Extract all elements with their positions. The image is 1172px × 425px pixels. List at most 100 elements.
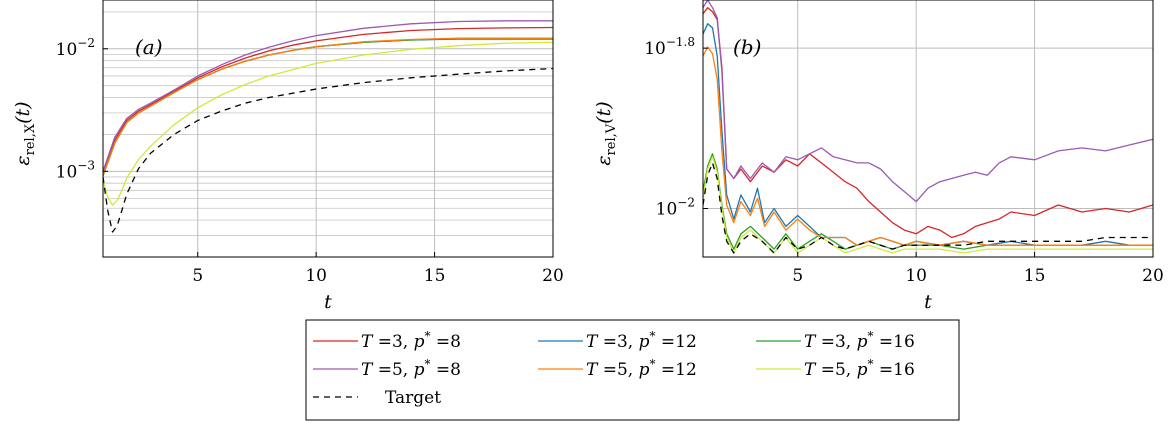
y-axis-label-tail: (t) — [593, 101, 615, 123]
y-axis-label: εrel,X(t) — [12, 101, 38, 165]
legend-label: T =5, p* =8 — [361, 357, 461, 380]
legend-label-star: * — [868, 357, 874, 371]
legend-item: T =3, p* =16 — [756, 329, 915, 352]
legend-label-star: * — [650, 357, 656, 371]
x-tick-label: 10 — [905, 266, 927, 286]
plot-frame — [102, 0, 554, 258]
legend-label-eq: =3, — [372, 332, 413, 352]
y-tick-label-exponent: −2 — [677, 196, 695, 210]
legend-label-pvar: p — [857, 360, 868, 380]
legend-label-pvar: p — [639, 360, 650, 380]
y-tick-label-exponent: −1.8 — [666, 35, 695, 49]
legend-label-pvar: p — [414, 332, 425, 352]
legend-label-value: =8 — [431, 360, 461, 380]
panel-label: (a) — [135, 35, 163, 59]
series-line-target — [703, 162, 1153, 254]
series-line-t-5-p-16 — [703, 156, 1153, 254]
x-axis-label: t — [924, 291, 932, 313]
x-tick-label: 20 — [1142, 266, 1164, 286]
y-tick-label: 10−1.8 — [644, 35, 695, 59]
legend-label-var: T — [361, 360, 374, 380]
y-tick-label-base: 10 — [56, 40, 78, 60]
legend-label-var: T — [361, 332, 374, 352]
series-line-t-5-p-8 — [103, 20, 553, 172]
legend-item: T =3, p* =12 — [538, 329, 697, 352]
legend-label-value: =12 — [656, 332, 697, 352]
y-tick-label-base: 10 — [644, 39, 666, 59]
legend-item: Target — [313, 388, 441, 408]
legend-label-eq: =5, — [597, 360, 638, 380]
legend-label: T =3, p* =8 — [361, 329, 461, 352]
y-axis-label-main: ε — [593, 155, 615, 165]
legend-label: T =3, p* =12 — [586, 329, 697, 352]
y-axis-label-subscript: rel,V — [604, 123, 619, 155]
legend-label-eq: =3, — [815, 332, 856, 352]
legend-label-star: * — [650, 329, 656, 343]
legend-label-star: * — [868, 329, 874, 343]
series-line-t-3-p-8 — [103, 26, 553, 175]
legend-item: T =3, p* =8 — [313, 329, 461, 352]
x-tick-label: 20 — [542, 266, 564, 286]
series-line-t-3-p-8 — [703, 7, 1153, 239]
x-tick-label: 15 — [424, 266, 446, 286]
legend-label: T =5, p* =12 — [586, 357, 697, 380]
legend-label-text: Target — [385, 388, 441, 408]
y-tick-label-base: 10 — [56, 162, 78, 182]
series-line-t-5-p-8 — [703, 0, 1153, 203]
x-tick-label: 5 — [792, 266, 803, 286]
legend-label-var: T — [586, 332, 599, 352]
plot-frame — [702, 0, 1154, 258]
legend-label-value: =8 — [431, 332, 461, 352]
series-line-target — [103, 67, 553, 233]
grid-lines — [703, 0, 1153, 257]
legend-label-star: * — [425, 329, 431, 343]
y-tick-label-exponent: −3 — [77, 158, 95, 172]
y-axis-label-tail: (t) — [12, 101, 34, 123]
legend-label: T =3, p* =16 — [804, 329, 915, 352]
series-line-t-3-p-16 — [103, 37, 553, 177]
legend-label-var: T — [804, 360, 817, 380]
legend-item: T =5, p* =12 — [538, 357, 697, 380]
x-tick-label: 15 — [1024, 266, 1046, 286]
series-line-t-5-p-16 — [103, 41, 553, 206]
legend-label-pvar: p — [414, 360, 425, 380]
y-tick-label: 10−2 — [56, 36, 95, 60]
series-group — [703, 0, 1153, 254]
y-tick-label-exponent: −2 — [77, 36, 95, 50]
series-line-t-5-p-12 — [103, 37, 553, 176]
y-axis-label-main: ε — [12, 155, 34, 165]
legend-label-value: =16 — [874, 360, 915, 380]
series-line-t-3-p-12 — [103, 38, 553, 177]
legend-label-eq: =3, — [597, 332, 638, 352]
y-tick-label-base: 10 — [656, 200, 678, 220]
y-axis-label-subscript: rel,X — [23, 123, 38, 155]
legend-label: T =5, p* =16 — [804, 357, 915, 380]
panel-label: (b) — [733, 35, 761, 59]
legend-label-pvar: p — [857, 332, 868, 352]
x-axis-label: t — [324, 291, 332, 313]
legend-label-value: =12 — [656, 360, 697, 380]
x-tick-label: 10 — [305, 266, 327, 286]
series-line-t-5-p-12 — [703, 46, 1153, 246]
legend-item: T =5, p* =16 — [756, 357, 915, 380]
y-tick-label: 10−3 — [56, 158, 95, 182]
legend-label-var: T — [586, 360, 599, 380]
legend-label-eq: =5, — [815, 360, 856, 380]
legend-label: Target — [385, 388, 441, 408]
legend-item: T =5, p* =8 — [313, 357, 461, 380]
series-group — [103, 20, 553, 233]
series-line-t-3-p-16 — [703, 153, 1153, 250]
y-tick-label: 10−2 — [656, 196, 695, 220]
y-axis-label: εrel,V(t) — [593, 101, 619, 165]
legend-frame — [305, 319, 960, 421]
legend-label-eq: =5, — [372, 360, 413, 380]
x-tick-label: 5 — [192, 266, 203, 286]
legend-label-pvar: p — [639, 332, 650, 352]
legend-label-var: T — [804, 332, 817, 352]
legend-label-star: * — [425, 357, 431, 371]
legend: T =3, p* =8 T =3, p* =12 T =3, p* =16T =5,… — [305, 319, 960, 421]
legend-label-value: =16 — [874, 332, 915, 352]
